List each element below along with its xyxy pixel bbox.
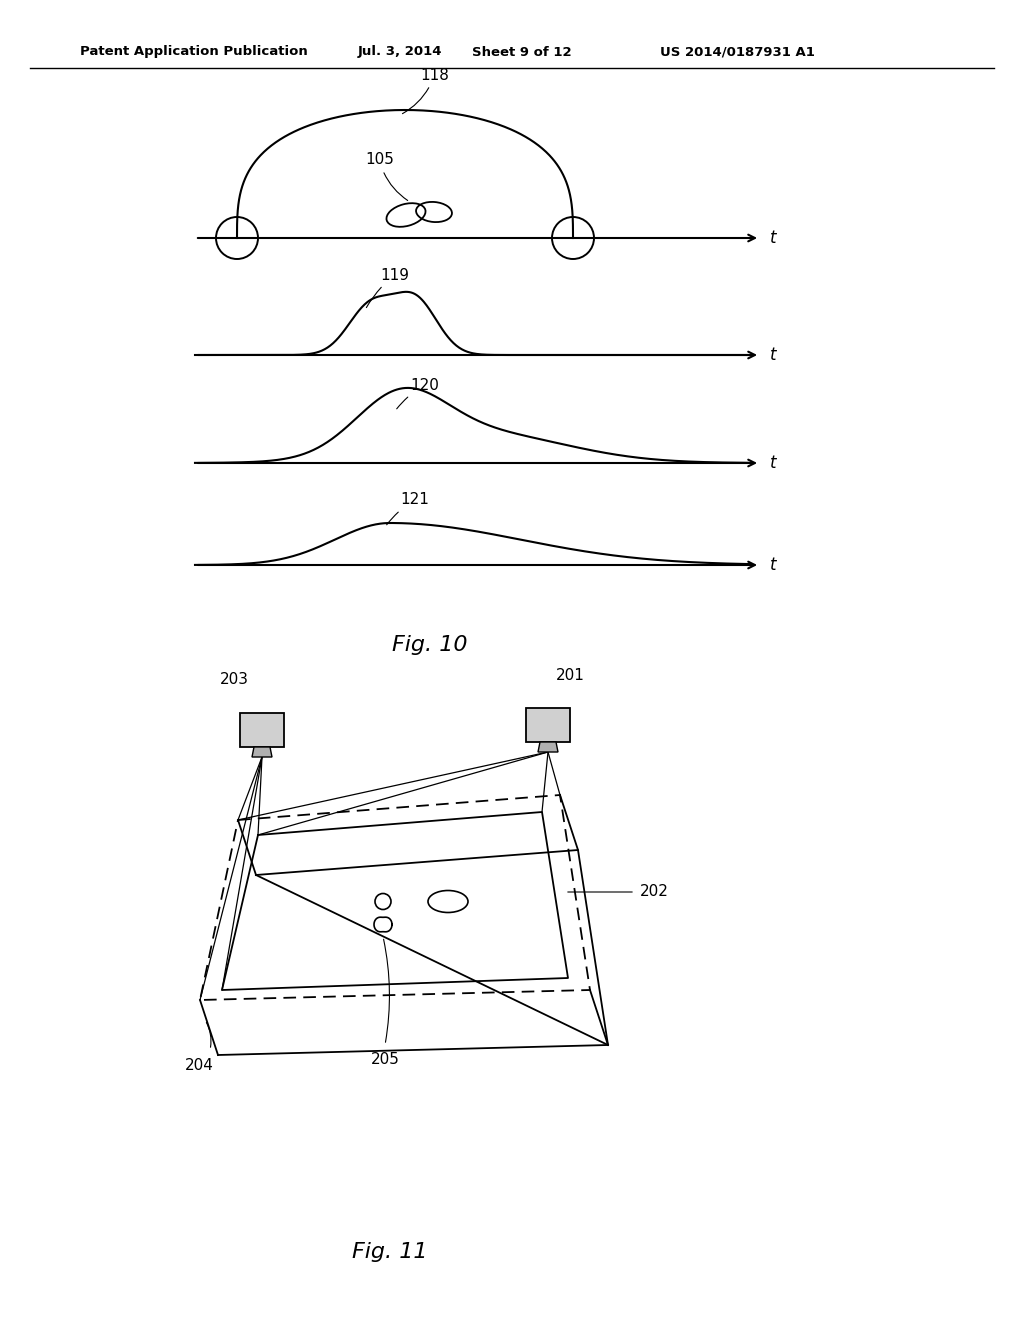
Text: Sheet 9 of 12: Sheet 9 of 12 bbox=[472, 45, 571, 58]
Text: 204: 204 bbox=[185, 1057, 214, 1072]
Text: 118: 118 bbox=[402, 67, 449, 114]
Text: Patent Application Publication: Patent Application Publication bbox=[80, 45, 308, 58]
Text: 105: 105 bbox=[365, 153, 408, 201]
Text: Fig. 11: Fig. 11 bbox=[352, 1242, 428, 1262]
Text: 120: 120 bbox=[396, 378, 439, 409]
Polygon shape bbox=[526, 708, 570, 742]
Polygon shape bbox=[252, 747, 272, 756]
Text: 121: 121 bbox=[387, 492, 429, 525]
Text: Fig. 10: Fig. 10 bbox=[392, 635, 468, 655]
Text: t: t bbox=[770, 346, 776, 364]
Text: t: t bbox=[770, 454, 776, 473]
Text: 119: 119 bbox=[367, 268, 409, 308]
Polygon shape bbox=[240, 713, 284, 747]
Text: t: t bbox=[770, 556, 776, 574]
Text: t: t bbox=[770, 228, 776, 247]
Text: Jul. 3, 2014: Jul. 3, 2014 bbox=[358, 45, 442, 58]
Text: 202: 202 bbox=[640, 884, 669, 899]
Text: 203: 203 bbox=[220, 672, 249, 688]
Text: 201: 201 bbox=[556, 668, 585, 682]
Polygon shape bbox=[538, 742, 558, 752]
Text: 205: 205 bbox=[371, 1052, 399, 1068]
Text: US 2014/0187931 A1: US 2014/0187931 A1 bbox=[660, 45, 815, 58]
